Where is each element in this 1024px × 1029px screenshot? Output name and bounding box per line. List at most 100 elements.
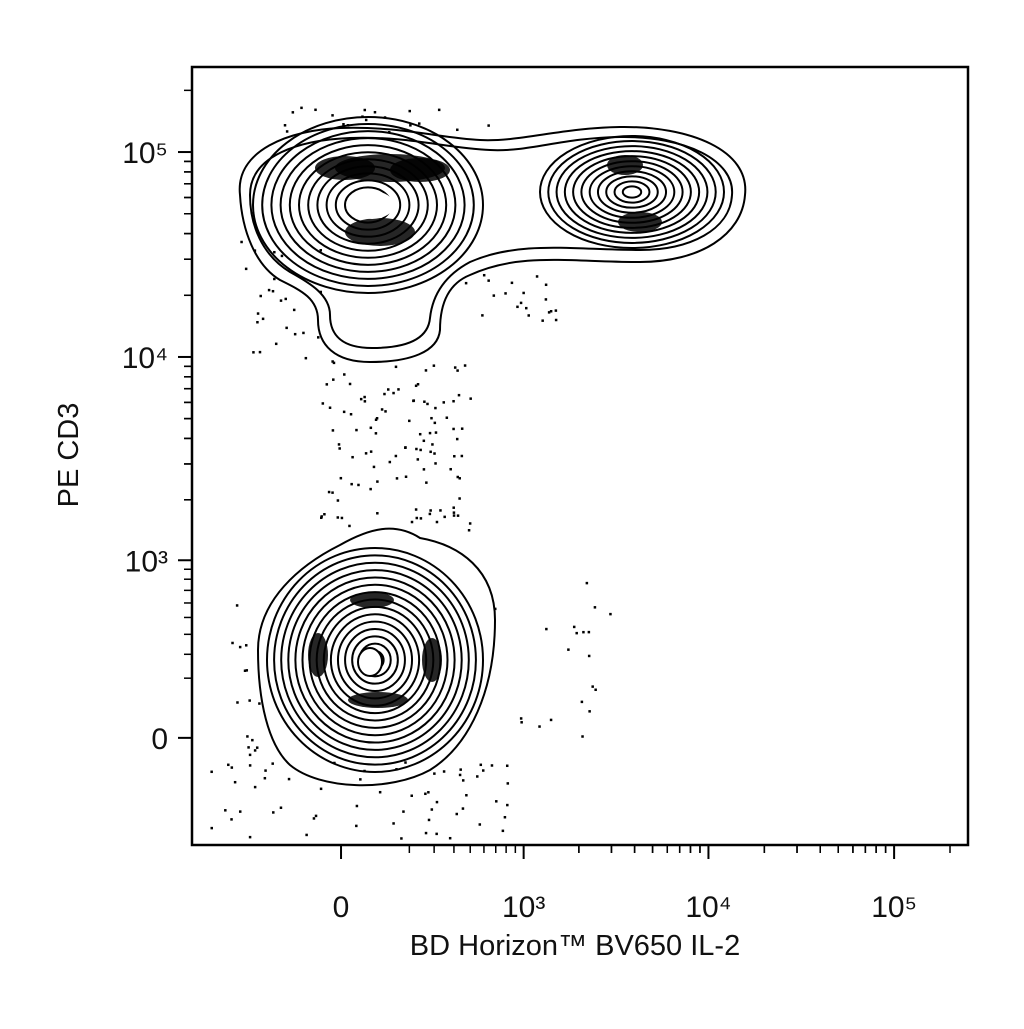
event-dot [408,109,411,113]
event-dot [554,309,558,312]
event-dot [479,763,483,767]
event-dot [581,735,584,738]
dense-region [308,633,328,677]
event-dot [255,746,259,749]
event-dot [314,814,318,818]
contour-line [273,554,477,766]
event-dot [328,406,332,409]
event-dot [280,254,284,258]
event-dot [404,761,407,764]
event-dot [363,769,366,773]
event-dot [285,130,289,133]
event-dot [433,421,437,425]
event-dot [230,766,234,769]
event-dot [319,249,323,252]
contour-line [344,627,406,693]
event-dot [429,450,432,454]
event-dot [285,326,288,330]
event-dot [271,762,274,765]
event-dot [609,612,612,616]
event-dot [456,128,459,132]
event-dot [384,410,387,413]
event-dot [516,305,519,309]
event-dot [456,475,460,479]
event-dot [520,721,523,724]
event-dot [506,803,509,807]
contour-line [621,185,643,199]
event-dot [291,111,295,114]
event-dot [264,769,267,772]
event-dot [527,314,530,317]
event-dot [258,350,262,354]
event-dot [424,792,427,796]
dense-region [422,638,442,682]
event-dot [460,427,464,430]
event-dot [323,513,326,516]
event-dot [256,320,259,324]
contour-layer [238,116,747,787]
event-dot [452,399,455,403]
event-dot [319,290,323,294]
event-dot [392,391,395,395]
event-dot [300,106,303,110]
event-dot [364,452,368,455]
event-dot [519,717,523,720]
event-dot [210,770,213,774]
event-dot [320,516,323,520]
event-dot [331,114,334,117]
event-dot [327,490,331,494]
event-dot [415,516,419,520]
event-dot [492,294,496,297]
y-tick-label: 0 [151,723,168,756]
event-dot [541,319,544,322]
event-dot [545,627,548,631]
event-dot [402,810,405,813]
event-dot [395,477,399,480]
event-dot [423,400,426,403]
dense-region [618,212,662,232]
event-dot [336,499,340,502]
event-dot [456,369,459,372]
event-dot [422,439,426,443]
event-dot [395,768,398,771]
contour-line [294,576,456,744]
event-dot [467,529,471,532]
event-dot [319,787,323,791]
event-dot [247,746,250,749]
event-dot [519,301,523,305]
event-dot [495,800,498,803]
contour-line [266,547,484,773]
event-dot [424,831,428,835]
event-dot [412,399,416,402]
event-dot [331,360,334,363]
event-dot [363,108,367,112]
event-dot [272,811,275,814]
x-tick-label: 0 [333,891,350,924]
event-dot [456,514,460,517]
event-dot [348,382,352,386]
event-dot [458,477,461,480]
event-dot [535,275,539,278]
event-dot [253,249,257,252]
dense-region [345,218,415,246]
contour-line [288,144,448,266]
event-dot [373,110,377,114]
event-dot [408,419,411,423]
event-dot [279,299,283,302]
event-dot [510,281,514,285]
y-axis-title: PE CD3 [53,403,85,508]
contour-line [547,140,717,244]
event-dot [587,654,591,658]
event-dot [455,437,459,441]
event-dot [501,829,505,833]
event-dot [235,604,239,607]
event-dot [378,790,382,794]
event-dot [463,364,467,367]
contour-line [605,175,659,209]
event-dot [400,837,403,840]
event-dot [457,393,461,397]
event-dot [304,356,308,360]
event-dot [434,431,438,434]
event-dot [410,520,414,524]
